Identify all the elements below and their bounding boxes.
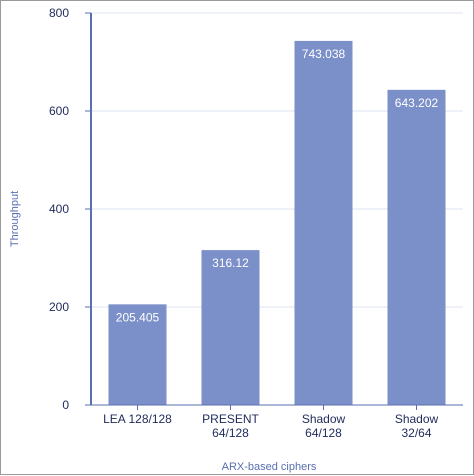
y-tick-label: 400	[49, 202, 69, 216]
x-tick-label: PRESENT 64/128	[202, 412, 259, 440]
y-tick-label: 600	[49, 104, 69, 118]
value-label: 205.405	[116, 310, 160, 324]
y-tick-label: 800	[49, 6, 69, 20]
x-tick-label: LEA 128/128	[103, 412, 172, 426]
value-label: 316.12	[212, 256, 249, 270]
y-tick-label: 0	[62, 398, 69, 412]
x-tick-label: Shadow 64/128	[302, 412, 346, 440]
labels-layer: 205.405 LEA 128/128 316.12 PRESENT 64/128 743…	[103, 47, 438, 440]
bar	[201, 250, 260, 405]
y-axis-title: Throughput	[9, 191, 21, 247]
bar	[108, 304, 167, 405]
x-tick-label: Shadow 32/64	[395, 412, 439, 440]
x-axis-title: ARX-based ciphers	[222, 461, 317, 473]
bar	[387, 89, 446, 405]
value-label: 643.202	[395, 96, 439, 110]
bars-layer	[108, 40, 446, 406]
axes-layer: 0 200 400 600 800	[49, 6, 463, 412]
y-tick-label: 200	[49, 300, 69, 314]
value-label: 743.038	[302, 47, 346, 61]
bar	[294, 40, 353, 406]
